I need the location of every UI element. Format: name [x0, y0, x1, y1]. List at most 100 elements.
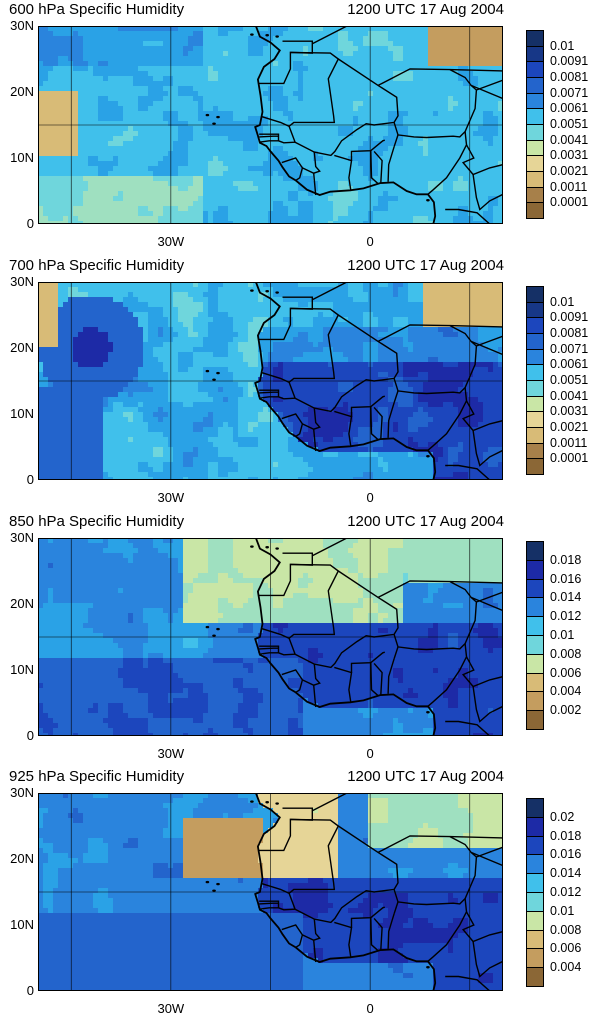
colorbar-label: 0.014: [550, 866, 581, 880]
colorbar-label: 0.006: [550, 941, 581, 955]
island: [265, 34, 269, 36]
island: [426, 966, 430, 968]
colorbar-swatch: [526, 427, 544, 444]
colorbar-label: 0.004: [550, 960, 581, 974]
colorbar-swatch: [526, 817, 544, 837]
map-panel: 700 hPa Specific Humidity 1200 UTC 17 Aug…: [0, 256, 600, 511]
island: [212, 889, 216, 891]
colorbar-label: 0.0061: [550, 357, 588, 371]
colorbar-label: 0.0071: [550, 342, 588, 356]
island: [212, 378, 216, 380]
humidity-map: [38, 26, 503, 224]
colorbar-swatch: [526, 892, 544, 912]
colorbar-swatch: [526, 187, 544, 204]
colorbar-label: 0.008: [550, 923, 581, 937]
colorbar-label: 0.0031: [550, 404, 588, 418]
humidity-map: [38, 282, 503, 480]
colorbar-label: 0.014: [550, 590, 581, 604]
colorbar-swatch: [526, 967, 544, 987]
island: [212, 122, 216, 124]
country-border: [259, 903, 278, 904]
colorbar-swatch: [526, 443, 544, 460]
island: [426, 199, 430, 201]
colorbar-label: 0.01: [550, 904, 574, 918]
island: [265, 290, 269, 292]
lat-label: 20N: [0, 85, 34, 99]
colorbar-label: 0.02: [550, 810, 574, 824]
colorbar-swatch: [526, 93, 544, 110]
lon-label: 0: [350, 747, 390, 761]
panel-title: 700 hPa Specific Humidity: [9, 256, 184, 276]
colorbar-label: 0.016: [550, 847, 581, 861]
colorbar-swatch: [526, 364, 544, 381]
island: [275, 291, 279, 293]
colorbar-swatch: [526, 616, 544, 636]
colorbar-label: 0.0071: [550, 86, 588, 100]
colorbar-label: 0.01: [550, 295, 574, 309]
island: [250, 800, 254, 802]
colorbar-swatch: [526, 155, 544, 172]
colorbar-label: 0.0001: [550, 195, 588, 209]
colorbar-swatch: [526, 302, 544, 319]
colorbar-swatch: [526, 560, 544, 580]
country-border: [259, 648, 278, 649]
colorbar-label: 0.002: [550, 703, 581, 717]
colorbar-swatch: [526, 930, 544, 950]
island: [216, 372, 220, 374]
lat-label: 10N: [0, 407, 34, 421]
colorbar-label: 0.0081: [550, 70, 588, 84]
colorbar-swatch: [526, 673, 544, 693]
lat-label: 30N: [0, 531, 34, 545]
colorbar-swatch: [526, 30, 544, 47]
humidity-map: [38, 793, 503, 991]
lon-label: 0: [350, 491, 390, 505]
colorbar-label: 0.0091: [550, 310, 588, 324]
colorbar-label: 0.01: [550, 39, 574, 53]
panel-time: 1200 UTC 17 Aug 2004: [347, 256, 504, 276]
colorbar-label: 0.0051: [550, 117, 588, 131]
island: [250, 33, 254, 35]
panel-title: 600 hPa Specific Humidity: [9, 0, 184, 20]
lon-label: 30W: [151, 1002, 191, 1016]
lat-label: 0: [0, 729, 34, 743]
colorbar-label: 0.0041: [550, 133, 588, 147]
colorbar-swatch: [526, 691, 544, 711]
island: [216, 628, 220, 630]
country-border: [259, 392, 278, 393]
lat-label: 0: [0, 217, 34, 231]
colorbar-swatch: [526, 654, 544, 674]
colorbar-label: 0.008: [550, 647, 581, 661]
colorbar-swatch: [526, 911, 544, 931]
colorbar-label: 0.0091: [550, 54, 588, 68]
colorbar-swatch: [526, 635, 544, 655]
lat-label: 30N: [0, 19, 34, 33]
colorbar-label: 0.0041: [550, 389, 588, 403]
map-svg: [38, 282, 503, 480]
lat-label: 30N: [0, 786, 34, 800]
panel-title: 850 hPa Specific Humidity: [9, 512, 184, 532]
panel-time: 1200 UTC 17 Aug 2004: [347, 767, 504, 787]
island: [206, 881, 210, 883]
island: [206, 114, 210, 116]
lat-label: 20N: [0, 852, 34, 866]
colorbar-label: 0.0001: [550, 451, 588, 465]
island: [216, 116, 220, 118]
colorbar-label: 0.012: [550, 885, 581, 899]
map-svg: [38, 538, 503, 736]
panel-time: 1200 UTC 17 Aug 2004: [347, 512, 504, 532]
map-svg: [38, 793, 503, 991]
island: [426, 711, 430, 713]
lat-label: 0: [0, 473, 34, 487]
lon-label: 30W: [151, 235, 191, 249]
lon-label: 30W: [151, 747, 191, 761]
colorbar-swatch: [526, 597, 544, 617]
map-svg: [38, 26, 503, 224]
lat-label: 20N: [0, 597, 34, 611]
country-border: [259, 136, 278, 137]
island: [265, 546, 269, 548]
colorbar-swatch: [526, 411, 544, 428]
